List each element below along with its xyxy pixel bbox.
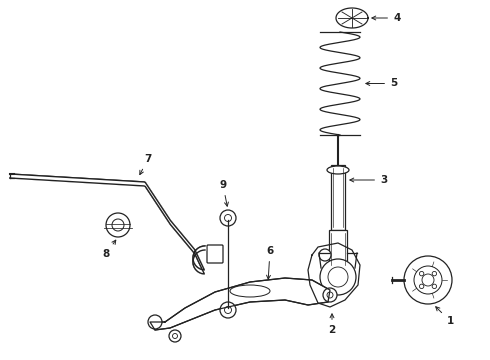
Circle shape (312, 290, 318, 296)
Circle shape (220, 210, 236, 226)
Circle shape (404, 256, 452, 304)
Ellipse shape (230, 285, 270, 297)
Circle shape (224, 215, 231, 221)
Ellipse shape (327, 166, 349, 174)
Circle shape (320, 259, 356, 295)
Circle shape (148, 315, 162, 329)
Circle shape (106, 213, 130, 237)
Circle shape (419, 271, 424, 276)
Text: 8: 8 (102, 240, 116, 259)
Circle shape (328, 267, 348, 287)
Text: 5: 5 (366, 78, 397, 89)
Polygon shape (150, 278, 330, 330)
Circle shape (319, 249, 331, 261)
Circle shape (422, 274, 434, 286)
Circle shape (224, 306, 231, 314)
Circle shape (323, 288, 337, 302)
Bar (331, 165, 345, 230)
Circle shape (327, 292, 333, 298)
Text: 3: 3 (350, 175, 387, 185)
Text: 2: 2 (328, 314, 336, 335)
Circle shape (220, 302, 236, 318)
Circle shape (419, 284, 424, 289)
Text: 4: 4 (372, 13, 400, 23)
Circle shape (432, 284, 437, 289)
Text: 1: 1 (436, 307, 454, 326)
Circle shape (169, 330, 181, 342)
Bar (329, 230, 347, 268)
Text: 6: 6 (267, 246, 273, 279)
FancyBboxPatch shape (207, 245, 223, 263)
Circle shape (112, 219, 124, 231)
Circle shape (432, 271, 437, 276)
Circle shape (172, 333, 177, 338)
Text: 7: 7 (140, 154, 152, 175)
Circle shape (414, 266, 442, 294)
Text: 9: 9 (220, 180, 228, 206)
